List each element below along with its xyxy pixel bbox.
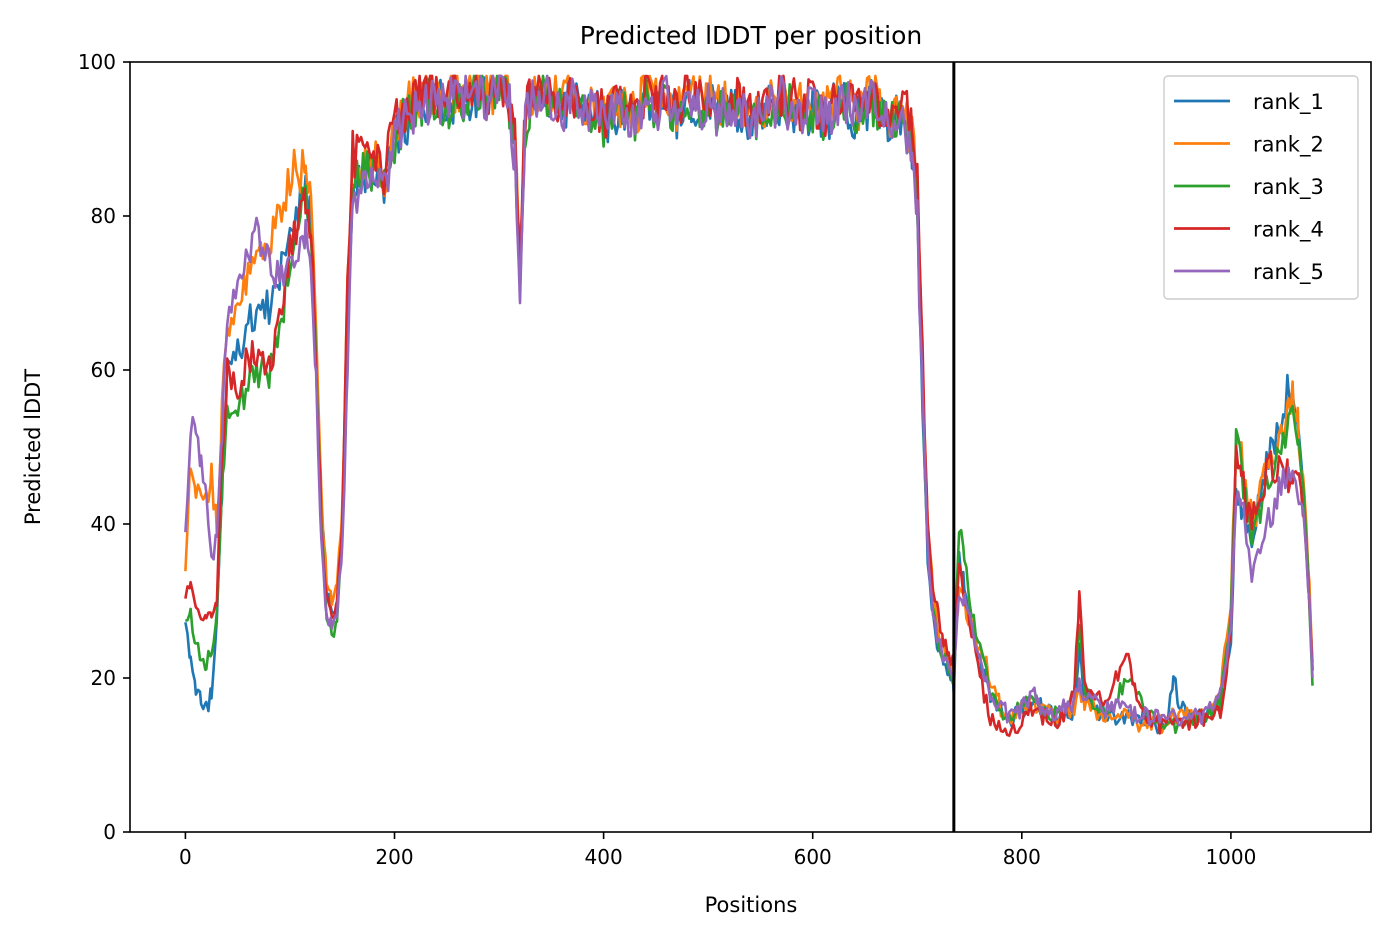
x-axis-label: Positions bbox=[705, 893, 798, 917]
x-tick-label: 600 bbox=[794, 845, 832, 869]
x-tick-label: 800 bbox=[1003, 845, 1041, 869]
y-axis-label: Predicted lDDT bbox=[21, 369, 45, 525]
legend-label-rank_5: rank_5 bbox=[1253, 260, 1324, 285]
y-tick-label: 80 bbox=[91, 204, 116, 228]
y-tick-label: 40 bbox=[91, 512, 116, 536]
x-tick-label: 200 bbox=[375, 845, 413, 869]
legend-label-rank_4: rank_4 bbox=[1253, 218, 1324, 243]
legend: rank_1 rank_2 rank_3 rank_4 rank_5 bbox=[1163, 75, 1359, 300]
x-tick-label: 1000 bbox=[1205, 845, 1256, 869]
y-tick-label: 60 bbox=[91, 358, 116, 382]
x-axis-ticks: 0 200 400 600 800 1000 bbox=[179, 832, 1256, 869]
chart-title: Predicted lDDT per position bbox=[580, 21, 922, 50]
series-layer bbox=[184, 74, 1314, 737]
y-axis-ticks: 0 20 40 60 80 100 bbox=[78, 50, 130, 844]
x-tick-label: 400 bbox=[585, 845, 623, 869]
x-tick-label: 0 bbox=[179, 845, 192, 869]
legend-label-rank_3: rank_3 bbox=[1253, 175, 1324, 200]
y-tick-label: 0 bbox=[103, 820, 116, 844]
legend-label-rank_1: rank_1 bbox=[1253, 90, 1324, 115]
y-tick-label: 20 bbox=[91, 666, 116, 690]
y-tick-label: 100 bbox=[78, 50, 116, 74]
series-line-rank_4 bbox=[184, 74, 1314, 737]
legend-box bbox=[1163, 75, 1359, 300]
plot-frame bbox=[129, 61, 1372, 833]
series-line-rank_5 bbox=[184, 74, 1314, 727]
legend-label-rank_2: rank_2 bbox=[1253, 133, 1324, 158]
